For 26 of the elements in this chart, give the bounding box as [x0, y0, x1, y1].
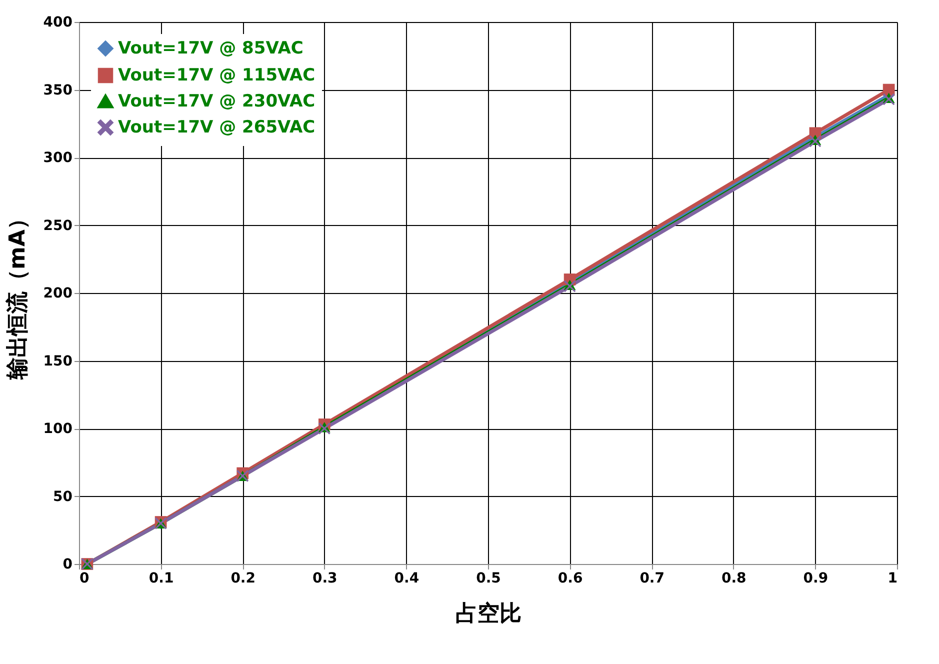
x-axis-title: 占空比: [456, 600, 522, 626]
x-tick-label: 0.6: [558, 570, 583, 586]
y-tick-label: 350: [43, 82, 73, 98]
y-tick-label: 50: [53, 488, 73, 505]
y-tick-label: 200: [43, 286, 73, 302]
x-tick-label: 0.3: [312, 570, 338, 586]
y-tick-label: 300: [43, 150, 73, 166]
y-tick-label: 150: [43, 353, 73, 370]
x-tick-label: 0.2: [230, 570, 256, 586]
y-tick-label: 100: [43, 421, 73, 437]
legend-label: Vout=17V @ 115VAC: [118, 66, 316, 86]
y-tick-label: 400: [43, 14, 73, 30]
x-tick-label: 0.5: [476, 570, 501, 586]
x-tick-label: 0.7: [640, 570, 665, 586]
x-tick-label: 0.9: [803, 570, 828, 586]
legend-label: Vout=17V @ 230VAC: [118, 92, 316, 112]
y-tick-label: 0: [62, 556, 73, 572]
legend-label: Vout=17V @ 265VAC: [118, 118, 316, 138]
legend-label: Vout=17V @ 85VAC: [118, 38, 304, 58]
x-tick-label: 0.1: [148, 570, 174, 586]
y-tick-label: 250: [43, 218, 73, 234]
x-tick-label: 0.8: [721, 570, 746, 586]
x-tick-label: 0: [80, 570, 90, 586]
x-tick-label: 1: [888, 570, 898, 586]
y-axis-title: 输出恒流（mA）: [4, 208, 30, 380]
x-tick-label: 0.4: [394, 570, 420, 586]
